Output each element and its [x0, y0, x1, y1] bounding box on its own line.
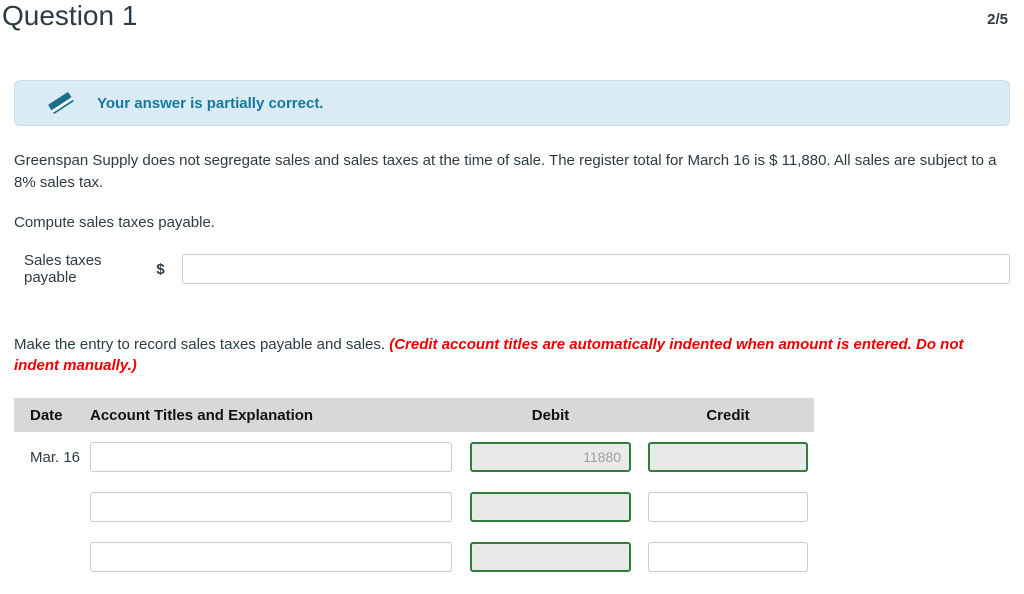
credit-input-3[interactable] — [648, 542, 808, 572]
col-header-date: Date — [30, 406, 63, 424]
credit-input-1[interactable] — [648, 442, 808, 472]
answer-label: Sales taxes payable — [24, 252, 102, 286]
account-title-input-1[interactable] — [90, 442, 452, 472]
debit-input-3[interactable] — [470, 542, 631, 572]
instruction-warning: (Credit account titles are automatically… — [14, 336, 964, 374]
compute-prompt: Compute sales taxes payable. — [14, 214, 215, 231]
col-header-account: Account Titles and Explanation — [90, 406, 314, 424]
account-title-input-3[interactable] — [90, 542, 452, 572]
journal-header-row: Date Account Titles and Explanation Debi… — [14, 398, 814, 432]
debit-input-2[interactable] — [470, 492, 631, 522]
instruction-text: Make the entry to record sales taxes pay… — [14, 336, 390, 353]
credit-input-2[interactable] — [648, 492, 808, 522]
problem-statement: Greenspan Supply does not segregate sale… — [14, 152, 997, 191]
currency-symbol: $ — [156, 260, 165, 278]
row-1-date: Mar. 16 — [30, 448, 81, 466]
eraser-icon — [47, 91, 75, 115]
col-header-credit: Credit — [706, 406, 750, 424]
journal-row-3 — [14, 542, 814, 572]
question-progress: 2/5 — [987, 11, 1008, 28]
partially-correct-banner: Your answer is partially correct. — [14, 80, 1010, 126]
alert-message: Your answer is partially correct. — [97, 94, 324, 112]
account-title-input-2[interactable] — [90, 492, 452, 522]
journal-row-2 — [14, 492, 814, 522]
question-page: Question 1 2/5 Your answer is partially … — [2, 0, 1010, 572]
page-header: Question 1 2/5 — [2, 0, 1010, 32]
page-title: Question 1 — [2, 0, 138, 31]
journal-table: Date Account Titles and Explanation Debi… — [14, 398, 814, 572]
journal-row-1: Mar. 16 — [14, 442, 814, 472]
entry-instruction: Make the entry to record sales taxes pay… — [14, 334, 1010, 376]
debit-input-1[interactable] — [470, 442, 631, 472]
col-header-debit: Debit — [531, 406, 570, 424]
answer-row: Sales taxes payable $ — [24, 252, 1010, 286]
sales-taxes-payable-input[interactable] — [181, 254, 1010, 284]
